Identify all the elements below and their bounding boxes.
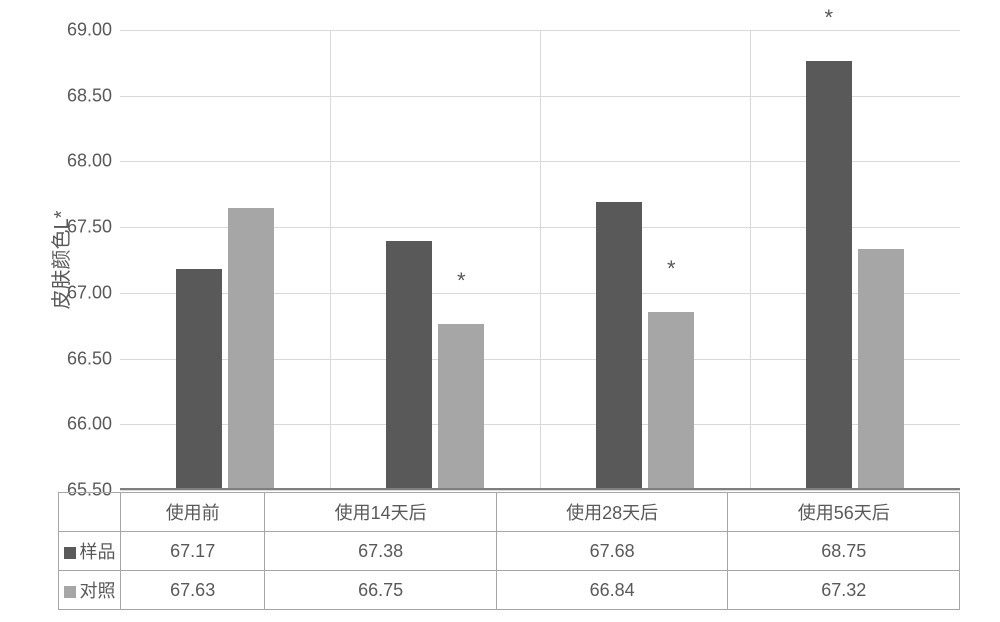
y-tick-label: 68.50: [67, 85, 112, 106]
category-separator: [330, 30, 331, 488]
bar: [438, 324, 484, 488]
table-cell: 66.84: [496, 571, 728, 610]
y-tick-label: 68.00: [67, 151, 112, 172]
bar: [596, 202, 642, 489]
y-tick-label: 69.00: [67, 20, 112, 41]
table-row: 样品 67.17 67.38 67.68 68.75: [59, 532, 960, 571]
chart-container: 皮肤颜色L* 65.5066.0066.5067.0067.5068.0068.…: [20, 20, 980, 602]
bar: [806, 61, 852, 488]
data-table: 使用前 使用14天后 使用28天后 使用56天后 样品 67.17 67.38 …: [58, 492, 960, 610]
table-corner-cell: [59, 493, 121, 532]
table-cell: 67.17: [121, 532, 265, 571]
table-row: 对照 67.63 66.75 66.84 67.32: [59, 571, 960, 610]
legend-swatch-icon: [64, 586, 76, 598]
grid-line: [120, 490, 960, 491]
bar: [858, 249, 904, 488]
series-label: 样品: [80, 542, 116, 562]
significance-marker: *: [667, 256, 676, 282]
series-legend-cell: 样品: [59, 532, 121, 571]
category-separator: [540, 30, 541, 488]
table-cell: 67.63: [121, 571, 265, 610]
series-label: 对照: [80, 581, 116, 601]
table-header-row: 使用前 使用14天后 使用28天后 使用56天后: [59, 493, 960, 532]
table-header-cell: 使用14天后: [265, 493, 497, 532]
y-axis: 皮肤颜色L* 65.5066.0066.5067.0067.5068.0068.…: [20, 30, 120, 490]
table-cell: 67.68: [496, 532, 728, 571]
plot-area: ***: [120, 30, 960, 490]
significance-marker: *: [824, 5, 833, 31]
table-cell: 67.32: [728, 571, 960, 610]
series-legend-cell: 对照: [59, 571, 121, 610]
table-cell: 66.75: [265, 571, 497, 610]
category-separator: [750, 30, 751, 488]
significance-marker: *: [457, 268, 466, 294]
table-cell: 68.75: [728, 532, 960, 571]
bar: [228, 208, 274, 488]
y-tick-label: 66.00: [67, 414, 112, 435]
legend-swatch-icon: [64, 547, 76, 559]
table-header-cell: 使用前: [121, 493, 265, 532]
y-tick-label: 67.00: [67, 282, 112, 303]
y-tick-label: 66.50: [67, 348, 112, 369]
bar: [386, 241, 432, 488]
bar: [176, 269, 222, 488]
table-header-cell: 使用56天后: [728, 493, 960, 532]
table-header-cell: 使用28天后: [496, 493, 728, 532]
table-cell: 67.38: [265, 532, 497, 571]
y-tick-label: 67.50: [67, 217, 112, 238]
bar: [648, 312, 694, 488]
